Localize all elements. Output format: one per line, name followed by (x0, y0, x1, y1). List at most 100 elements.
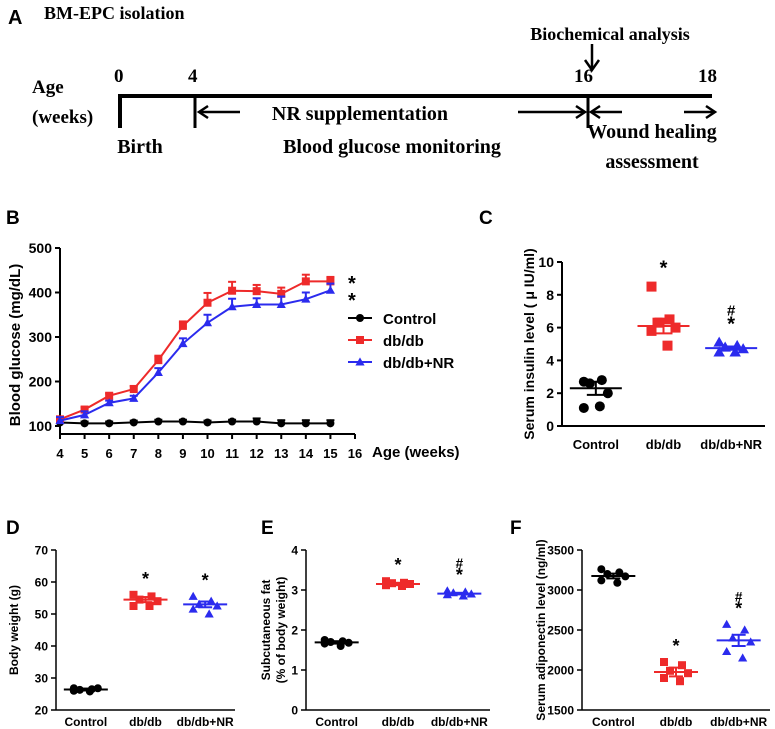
data-point (613, 578, 622, 587)
data-point (105, 391, 114, 400)
series-line (59, 289, 331, 422)
significance-star: * (735, 598, 742, 618)
data-point (301, 294, 311, 303)
significance-star: * (394, 555, 401, 575)
y-axis-label: Serum adiponectin level (ng/ml) (534, 539, 548, 720)
series-line (59, 420, 331, 425)
data-point (740, 625, 750, 634)
data-point (129, 602, 138, 610)
y-tick-label: 50 (35, 607, 49, 621)
significance-star: * (202, 570, 209, 590)
data-point (713, 336, 725, 347)
y-axis-label: Blood glucose (mg/dL) (7, 264, 24, 427)
legend-marker (356, 336, 364, 344)
y-tick-label: 2000 (547, 663, 574, 677)
y-tick-label: 300 (29, 329, 53, 345)
panel-label-d: D (6, 518, 20, 539)
data-point (104, 398, 114, 407)
legend-label: Control (383, 311, 436, 328)
data-point (145, 602, 154, 610)
y-tick-label: 3500 (547, 543, 574, 557)
data-point (188, 591, 198, 600)
data-point (738, 653, 748, 662)
data-point (212, 601, 222, 610)
y-axis-label: (% of body weight) (274, 577, 288, 684)
timeline-tick-18: 18 (698, 66, 717, 87)
legend-marker (356, 314, 364, 322)
timeline-tick-4: 4 (188, 66, 198, 87)
data-point (666, 666, 674, 675)
data-point (602, 388, 613, 399)
x-tick-label: 8 (155, 446, 162, 461)
timeline-birth: Birth (117, 136, 163, 158)
data-point (129, 393, 139, 402)
y-tick-label: 2500 (547, 623, 574, 637)
nr-arrow-right-head (575, 104, 588, 120)
panel-d-scatter: 20 30 40 50 60 70 Control db/db db/db+NR Body wei… (7, 543, 235, 729)
timeline-tick-16: 16 (574, 66, 593, 87)
data-point (458, 591, 468, 600)
data-point (129, 385, 138, 394)
y-tick-label: 20 (35, 703, 49, 717)
data-point (203, 418, 212, 427)
x-tick-label: 7 (130, 446, 137, 461)
significance-star: * (660, 258, 668, 280)
data-point (594, 401, 605, 412)
timeline-nr-line2: Blood glucose monitoring (283, 136, 501, 158)
y-tick-label: 500 (29, 240, 53, 256)
data-point (154, 356, 163, 365)
wound-arrow-left-head (588, 104, 601, 120)
x-category-label: db/db (382, 715, 415, 729)
y-tick-label: 70 (35, 543, 49, 557)
data-point (178, 339, 188, 348)
data-point (129, 590, 138, 599)
y-tick-label: 3000 (547, 583, 574, 597)
series-line (59, 280, 331, 421)
data-point (228, 286, 237, 295)
data-point (277, 289, 286, 298)
data-point (597, 565, 606, 574)
x-category-label: db/db (129, 715, 162, 729)
x-tick-label: 14 (299, 446, 314, 461)
timeline-top-line2: Biochemical analysis (530, 24, 690, 44)
data-point (80, 405, 89, 414)
x-tick-label: 5 (81, 446, 88, 461)
data-point (228, 417, 237, 426)
data-point (578, 402, 589, 413)
panel-label-c: C (479, 208, 493, 229)
data-point (277, 419, 286, 428)
y-tick-label: 100 (29, 418, 53, 434)
significance-marker: * (348, 290, 356, 312)
data-point (153, 368, 163, 377)
panel-label-e: E (261, 518, 274, 539)
data-point (276, 299, 286, 308)
y-tick-label: 10 (538, 254, 554, 270)
x-tick-label: 10 (200, 446, 214, 461)
y-tick-label: 3 (291, 583, 298, 597)
y-tick-label: 2 (546, 385, 554, 401)
data-point (204, 609, 214, 618)
data-point (722, 619, 732, 628)
y-tick-label: 0 (291, 703, 298, 717)
data-point (252, 417, 261, 426)
data-point (79, 410, 90, 419)
significance-star: * (142, 569, 149, 589)
x-tick-label: 11 (225, 446, 239, 461)
data-point (584, 378, 595, 389)
x-category-label: db/db (660, 715, 693, 729)
y-tick-label: 40 (35, 639, 49, 653)
x-axis-label: Age (weeks) (372, 444, 460, 461)
panel-label-b: B (6, 208, 20, 229)
y-tick-label: 1 (291, 663, 298, 677)
significance-marker: * (348, 273, 356, 295)
wound-arrow-right-head (705, 104, 718, 120)
x-tick-label: 13 (274, 446, 288, 461)
y-tick-label: 4 (291, 543, 298, 557)
data-point (326, 277, 335, 286)
x-tick-label: 9 (179, 446, 186, 461)
y-axis-label: Subcutaneous fat (259, 580, 273, 681)
x-category-label: Control (592, 715, 635, 729)
data-point (154, 417, 163, 426)
panel-label-f: F (510, 518, 522, 539)
data-point (652, 317, 663, 328)
